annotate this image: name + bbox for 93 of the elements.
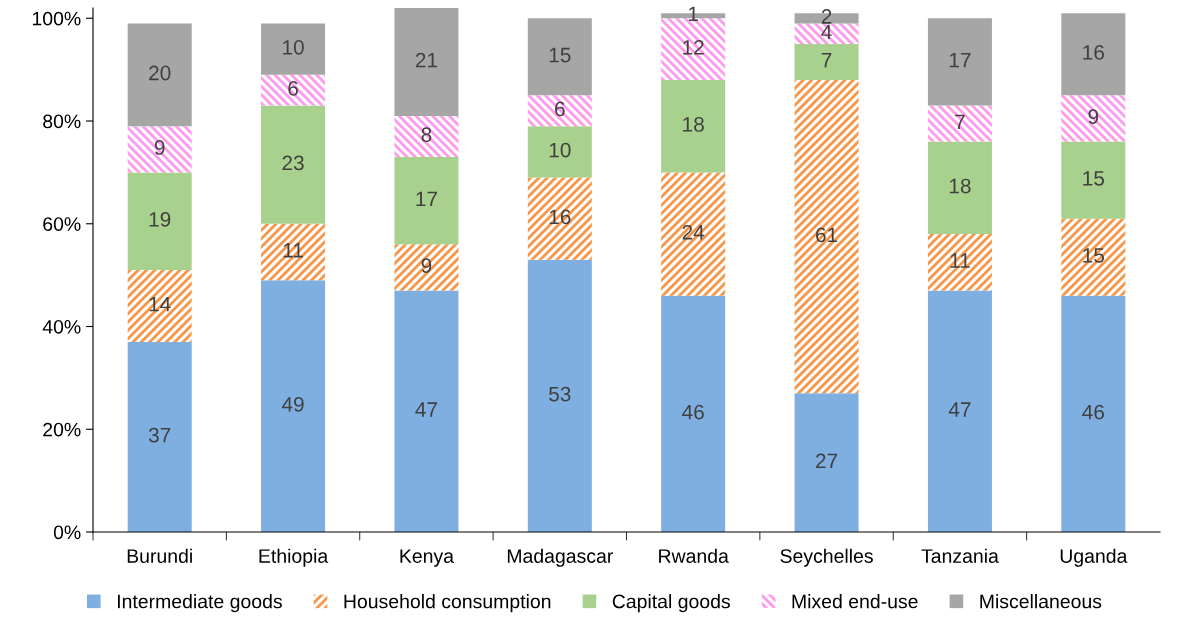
bar (127, 341, 192, 532)
bar (927, 18, 992, 106)
bar (1061, 13, 1126, 96)
legend-label: Miscellaneous (980, 594, 1102, 609)
x-tick-label: Kenya (400, 549, 454, 567)
data-label: 10 (549, 142, 571, 158)
bar (794, 393, 859, 532)
bar (927, 234, 992, 291)
bar (1061, 141, 1126, 219)
data-label: 15 (1083, 248, 1105, 263)
bar (394, 244, 459, 291)
y-tick-label: 20% (43, 422, 81, 437)
bar (1061, 218, 1126, 296)
data-label: 47 (415, 402, 437, 417)
data-label: 17 (949, 53, 971, 68)
bar (261, 105, 326, 224)
bar (927, 105, 992, 142)
bar (527, 95, 592, 127)
data-label: 18 (949, 178, 971, 194)
data-label: 6 (288, 81, 298, 96)
bar (1061, 295, 1126, 532)
bar (527, 177, 592, 260)
legend-label: Intermediate goods (117, 594, 282, 613)
bar (661, 172, 726, 296)
data-label: 61 (816, 227, 838, 243)
data-label: 18 (683, 117, 704, 132)
data-label: 9 (154, 140, 165, 155)
data-label: 7 (821, 53, 832, 68)
bar (127, 23, 192, 127)
bar (794, 23, 859, 44)
data-label: 21 (415, 52, 438, 68)
data-label: 2 (821, 9, 832, 24)
data-label: 7 (955, 114, 965, 129)
y-tick-label: 40% (42, 319, 81, 334)
data-label: 12 (683, 39, 704, 55)
x-tick-label: Ethiopia (259, 548, 329, 567)
data-label: 53 (549, 386, 571, 402)
y-tick-label: 0% (53, 525, 81, 540)
data-label: 20 (149, 65, 171, 81)
bar (394, 8, 459, 116)
data-label: 24 (682, 224, 705, 240)
data-label: 11 (950, 253, 970, 268)
bar (394, 115, 459, 157)
data-label: 4 (821, 24, 832, 40)
bar (527, 18, 592, 96)
x-tick-label: Burundi (127, 548, 192, 563)
data-label: 16 (549, 209, 571, 225)
bar (261, 280, 326, 532)
data-label: 9 (1088, 109, 1099, 125)
data-label: 16 (1083, 45, 1104, 60)
data-label: 15 (549, 47, 571, 63)
x-tick-label: Madagascar (507, 548, 613, 567)
bar (927, 141, 992, 235)
data-label: 49 (281, 396, 304, 412)
bar (661, 79, 726, 173)
data-label: 10 (283, 39, 304, 55)
x-tick-label: Seychelles (780, 548, 873, 567)
data-label: 19 (149, 212, 171, 227)
data-label: 46 (1082, 404, 1104, 420)
x-tick-label: Rwanda (659, 548, 729, 563)
data-label: 8 (421, 127, 432, 143)
data-label: 6 (555, 101, 565, 117)
y-tick-label: 80% (43, 114, 81, 129)
data-label: 11 (283, 243, 303, 258)
y-tick-label: 60% (43, 217, 81, 231)
data-label: 37 (148, 427, 171, 443)
bar (261, 223, 326, 281)
data-label: 15 (1083, 171, 1105, 186)
bar (927, 290, 992, 532)
bar (661, 295, 726, 532)
data-label: 27 (816, 453, 838, 469)
data-label: 46 (682, 404, 704, 420)
bar (394, 156, 459, 245)
data-label: 23 (282, 155, 304, 171)
bar (794, 43, 859, 80)
bar (127, 126, 192, 173)
bar (127, 270, 192, 342)
bar (127, 172, 192, 270)
x-tick-label: Uganda (1060, 548, 1128, 567)
bar (394, 290, 459, 532)
x-tick-label: Tanzania (921, 548, 999, 563)
bar (261, 74, 326, 106)
bar (261, 23, 326, 75)
legend-label: Mixed end-use (792, 594, 918, 609)
bar (1061, 95, 1126, 142)
data-label: 47 (948, 402, 971, 417)
legend-label: Capital goods (612, 594, 730, 613)
y-tick-label: 100% (32, 11, 81, 26)
legend-label: Household consumption (344, 594, 551, 613)
data-label: 17 (416, 191, 437, 207)
bar (794, 79, 859, 394)
bar (527, 126, 592, 178)
bar (527, 259, 592, 532)
